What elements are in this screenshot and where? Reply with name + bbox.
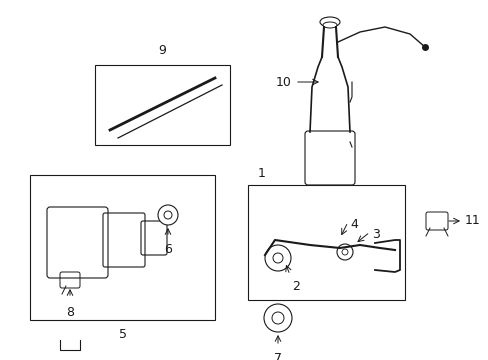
Text: 2: 2 bbox=[291, 280, 299, 293]
Ellipse shape bbox=[323, 22, 336, 28]
Text: 11: 11 bbox=[464, 215, 480, 228]
Circle shape bbox=[264, 304, 291, 332]
Text: 1: 1 bbox=[258, 167, 265, 180]
Circle shape bbox=[272, 253, 283, 263]
Text: 6: 6 bbox=[164, 243, 172, 256]
Circle shape bbox=[271, 312, 284, 324]
Text: 8: 8 bbox=[66, 306, 74, 319]
Circle shape bbox=[163, 211, 172, 219]
Text: 9: 9 bbox=[158, 44, 166, 57]
Bar bbox=[30, 175, 215, 320]
Circle shape bbox=[341, 249, 347, 255]
Text: 10: 10 bbox=[276, 76, 291, 89]
Circle shape bbox=[264, 245, 290, 271]
Text: 3: 3 bbox=[371, 228, 379, 241]
Circle shape bbox=[336, 244, 352, 260]
Text: 7: 7 bbox=[273, 352, 282, 360]
Bar bbox=[247, 185, 404, 300]
Text: 4: 4 bbox=[349, 218, 357, 231]
Text: 5: 5 bbox=[118, 328, 126, 341]
Bar bbox=[95, 65, 229, 145]
Circle shape bbox=[158, 205, 178, 225]
